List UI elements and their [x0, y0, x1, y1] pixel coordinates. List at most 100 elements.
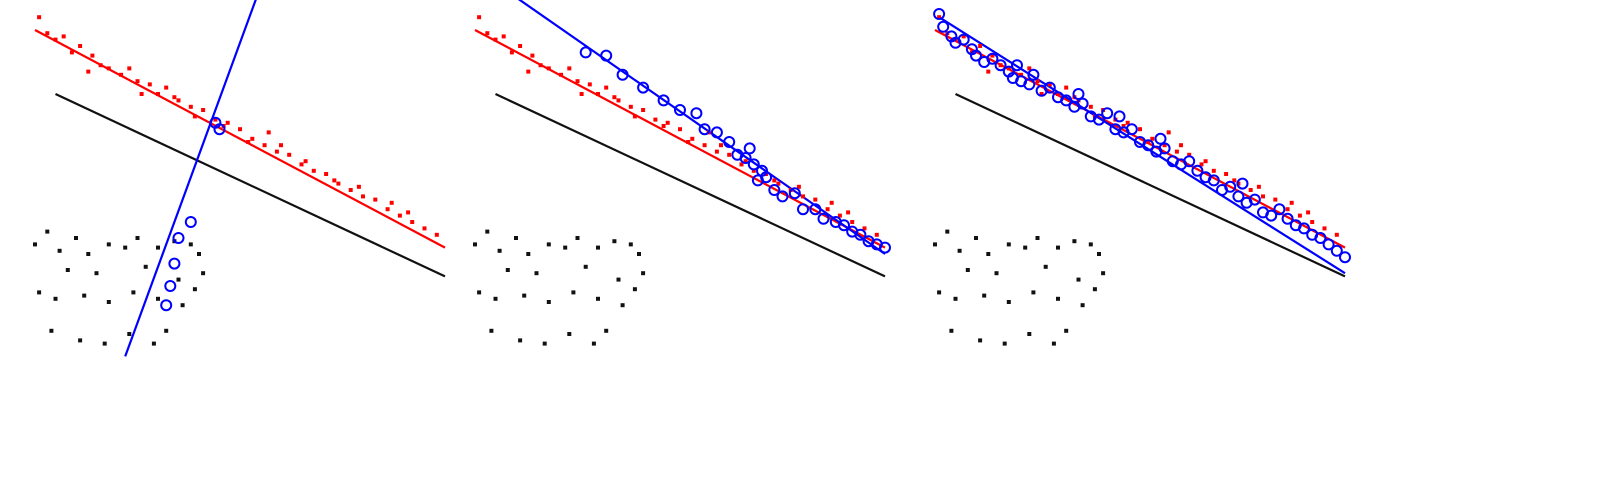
panel-1-series-1-point	[98, 63, 103, 68]
panel-3-series-1-point	[990, 53, 995, 58]
panel-3-series-1-point	[1248, 188, 1253, 192]
panel-2-series-2-point	[542, 341, 547, 346]
panel-3-series-3-point	[1072, 88, 1085, 100]
panel-2-series-2-point	[485, 229, 490, 234]
panel-1-series-2-point	[53, 296, 58, 301]
panel-3-series-2-point	[937, 290, 942, 295]
panel-2-series-3-point	[723, 136, 736, 148]
panel-3-series-3-point	[1158, 142, 1171, 155]
panel-1-series-1-point	[311, 168, 316, 173]
panel-1-series-1-point	[90, 53, 95, 58]
panel-1-series-1-point	[348, 188, 353, 192]
panel-3-series-1-point	[1322, 226, 1327, 231]
panel-3-series-3-point	[1273, 203, 1286, 216]
panel-1-series-2-point	[78, 338, 83, 343]
panel-2-series-2-point	[620, 303, 625, 308]
panel-3-series-3-point	[1142, 139, 1155, 152]
panel-3-series-3-point	[1043, 81, 1056, 94]
panel-3-series-3-point	[1330, 244, 1343, 257]
panel-1-series-2-point	[151, 341, 156, 346]
panel-2-series-3-point	[616, 68, 629, 81]
panel-1-series-1-point	[37, 15, 42, 20]
panel-2-series-1-point	[796, 184, 801, 189]
panel-2-series-1-point	[501, 34, 506, 39]
panel-3-series-2-point	[1097, 252, 1101, 256]
panel-3-series-3-point	[1060, 94, 1073, 107]
panel-1-series-1-point	[389, 200, 394, 205]
panel-1-series-1-point	[324, 172, 329, 176]
panel-2-series-1-point	[641, 108, 646, 112]
panel-1-series-1-point	[279, 143, 283, 148]
panel-1-series-1-point	[192, 114, 197, 119]
panel-3-series-2-point	[1064, 328, 1069, 333]
panel-1-series-1-point	[406, 210, 411, 215]
panel-2-series-3-point	[788, 187, 801, 200]
panel-3-series-2-point	[953, 296, 958, 301]
panel-2-series-2-point	[526, 252, 531, 256]
panel-2-series-2-point	[477, 290, 482, 295]
panel-2-series-2-point	[505, 268, 510, 272]
panel-3-series-1-point	[1064, 85, 1069, 90]
panel-1-series-2-point	[57, 248, 62, 253]
panel-1-series-1-point	[336, 181, 341, 186]
panel-1-series-1-point	[45, 31, 50, 36]
panel-1-series-1-point	[164, 85, 169, 90]
panel-1-series-1-point	[156, 92, 160, 96]
panel-2-series-3-point	[698, 123, 711, 136]
panel-3-series-1-point	[1056, 92, 1060, 96]
panel-3-series-3-point	[1322, 238, 1335, 251]
panel-1-series-1-point	[78, 44, 83, 48]
panel-1-series-3-point	[160, 299, 173, 312]
panel-2-series-1-point	[772, 178, 777, 183]
panel-1-series-1-point	[188, 104, 193, 109]
panel-1-series-2-point	[49, 328, 54, 333]
panel-3-series-2-point	[945, 229, 950, 234]
panel-3-series-2-point	[1051, 341, 1056, 346]
panel-2-series-3-point	[710, 126, 723, 139]
panel-3-series-3-point	[957, 33, 970, 46]
panel-3-series-2-point	[965, 268, 970, 272]
panel-3-series-1-point	[1289, 200, 1294, 205]
panel-2-series-1-point	[739, 162, 744, 167]
panel-3-series-1-point	[978, 44, 983, 48]
panel-3-series-1-point	[1019, 72, 1024, 77]
panel-3-series-1-point	[1174, 149, 1179, 154]
panel-3-series-2-point	[1031, 290, 1036, 295]
panel-2-series-3-point	[674, 104, 686, 116]
panel-1-series-1-point	[69, 50, 74, 55]
panel-2-series-1-point	[719, 143, 723, 148]
panel-3-series-1-point	[1162, 143, 1167, 148]
panel-2-series-3-point	[600, 49, 613, 62]
panel-3-series-1-point	[1211, 168, 1216, 173]
panel-1-series-2-point	[192, 287, 197, 292]
panel-1-series-2-point	[188, 242, 193, 247]
panel-3-series-1-point	[1261, 194, 1265, 199]
panel-3-series-1-point	[961, 34, 966, 39]
panel-3-series-2-point	[986, 252, 991, 256]
panel-1-series-2-point	[106, 242, 111, 247]
panel-1-plot	[33, 0, 446, 357]
panel-3-series-1-point	[1150, 136, 1155, 141]
panel-3-series-3-point	[1265, 209, 1278, 222]
panel-2-series-2-point	[637, 252, 641, 256]
panel-2-series-3-point	[743, 142, 756, 155]
panel-1-series-2-point	[156, 245, 160, 250]
panel-1-series-1-point	[176, 98, 181, 103]
panel-1-series-2-point	[135, 236, 140, 240]
panel-2-plot	[473, 0, 891, 346]
panel-3-series-2-point	[1088, 242, 1093, 247]
panel-1-series-3-point	[184, 216, 197, 228]
panel-2-series-3-point	[838, 219, 850, 232]
panel-2-series-1-point	[485, 31, 490, 36]
panel-2-series-2-point	[596, 245, 600, 250]
panel-2-series-2-point	[522, 293, 527, 298]
panel-3-series-1-point	[1027, 66, 1032, 71]
panel-2-series-2-point	[571, 290, 576, 295]
panel-2-series-2-point	[518, 338, 523, 343]
panel-3-series-2-point	[978, 338, 983, 343]
panel-3-series-1-point	[1047, 82, 1052, 87]
panel-3-series-3-point	[1298, 222, 1310, 235]
panel-1-series-2-point	[131, 290, 136, 295]
panel-3-series-1-point	[1203, 159, 1208, 164]
panel-2-series-1-point	[493, 37, 498, 42]
